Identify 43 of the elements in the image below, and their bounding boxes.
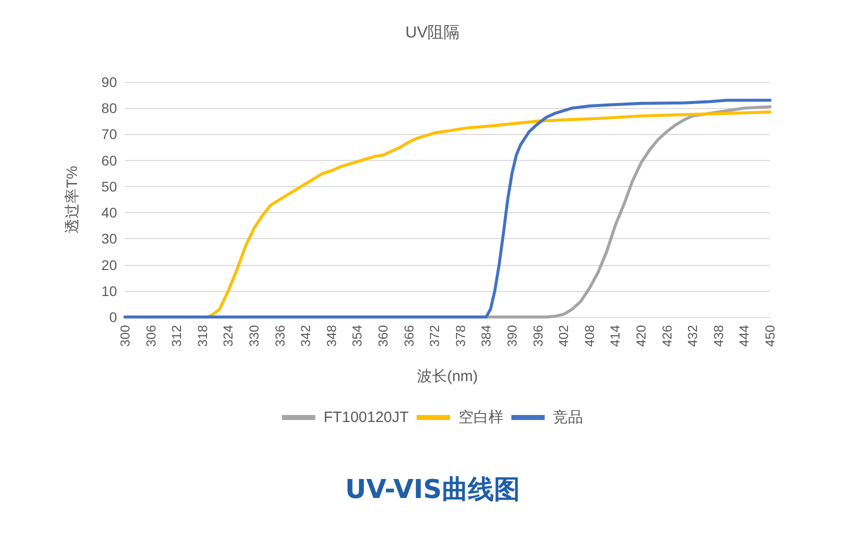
x-tick-label: 384 xyxy=(478,325,494,347)
x-tick-label: 342 xyxy=(298,325,314,347)
x-tick-label: 396 xyxy=(530,325,546,347)
x-tick-label: 312 xyxy=(169,325,184,347)
y-tick-label: 20 xyxy=(101,256,118,273)
y-tick-label: 90 xyxy=(101,74,118,90)
x-tick-label: 438 xyxy=(710,325,726,347)
legend-label: 空白样 xyxy=(458,409,504,426)
x-tick-label: 414 xyxy=(608,325,623,347)
x-tick-label: 408 xyxy=(582,325,597,347)
x-tick-label: 450 xyxy=(762,325,778,347)
x-axis-title: 波长(nm) xyxy=(417,368,478,385)
x-tick-label: 366 xyxy=(401,325,416,347)
x-tick-label: 378 xyxy=(452,325,468,347)
y-tick-label: 50 xyxy=(101,178,118,194)
x-tick-label: 306 xyxy=(143,325,158,347)
y-tick-label: 60 xyxy=(101,152,118,168)
y-tick-label: 80 xyxy=(101,100,118,116)
legend-label: FT100120JT xyxy=(324,409,409,426)
x-tick-label: 390 xyxy=(504,325,520,347)
x-tick-label: 420 xyxy=(634,325,648,347)
x-tick-label: 336 xyxy=(272,325,288,347)
y-tick-label: 0 xyxy=(109,309,118,325)
x-tick-label: 324 xyxy=(220,325,236,347)
x-tick-label: 330 xyxy=(246,325,262,347)
y-tick-label: 10 xyxy=(101,282,118,299)
y-tick-label: 30 xyxy=(101,230,118,247)
y-axis-title: 透过率T% xyxy=(64,166,81,234)
x-tick-label: 444 xyxy=(736,325,752,347)
legend-label: 竞品 xyxy=(553,409,584,426)
x-tick-label: 372 xyxy=(427,325,442,347)
text: UV-VIS曲线图 xyxy=(344,474,521,507)
y-tick-label: 70 xyxy=(101,126,118,142)
x-tick-label: 360 xyxy=(376,325,390,347)
x-tick-label: 348 xyxy=(324,325,339,347)
chart-title: UV阻隔 xyxy=(405,24,460,42)
x-tick-label: 300 xyxy=(118,325,132,347)
y-tick-label: 40 xyxy=(101,204,118,221)
x-tick-label: 426 xyxy=(659,325,674,347)
x-tick-label: 432 xyxy=(685,325,700,347)
x-tick-label: 318 xyxy=(194,325,210,347)
x-tick-label: 354 xyxy=(350,325,365,347)
x-tick-label: 402 xyxy=(556,325,572,347)
